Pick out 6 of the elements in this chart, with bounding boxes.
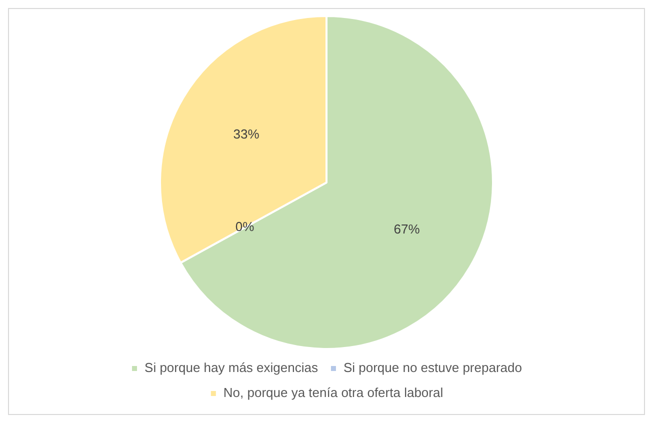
data-label: 67% <box>394 222 420 237</box>
legend-label: No, porque ya tenía otra oferta laboral <box>223 385 444 400</box>
text: 0% <box>235 218 254 234</box>
legend-label: Si porque hay más exigencias <box>144 360 318 376</box>
legend-label: Si porque no estuve preparado <box>343 360 522 376</box>
data-label: 33% <box>233 126 260 142</box>
